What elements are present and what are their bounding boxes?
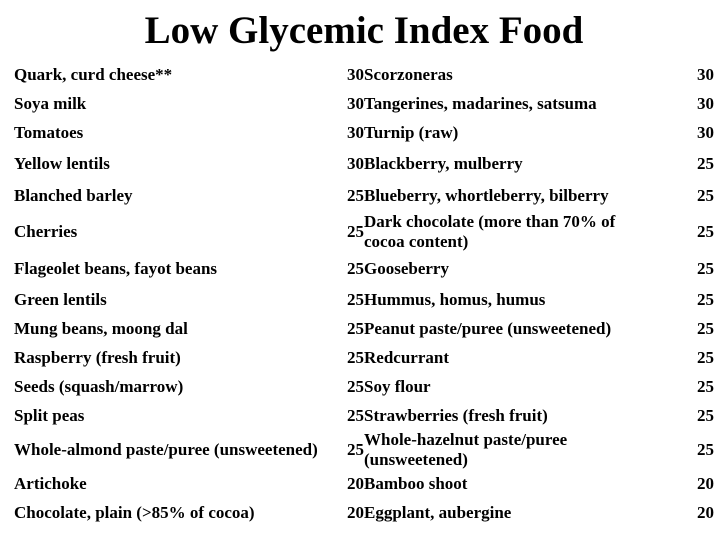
- food-name-right: Redcurrant: [364, 347, 449, 367]
- gi-food-table-body: Quark, curd cheese** 30 Scorzoneras 30 S…: [14, 60, 714, 527]
- food-name-right: Gooseberry: [364, 259, 449, 279]
- food-name-right: Whole-hazelnut paste/puree (unsweetened): [364, 430, 568, 469]
- gi-value-left: 25: [347, 185, 364, 205]
- food-name-left: Tomatoes: [14, 122, 84, 142]
- food-name-left: Cherries: [14, 221, 78, 241]
- page-title: Low Glycemic Index Food: [144, 9, 584, 52]
- gi-value-left: 30: [347, 64, 364, 84]
- table-row: Tomatoes 30 Turnip (raw) 30: [14, 118, 714, 147]
- gi-value-right: 25: [697, 289, 714, 309]
- gi-value-left: 20: [347, 473, 364, 493]
- gi-value-left: 25: [347, 347, 364, 367]
- food-name-left: Yellow lentils: [14, 154, 110, 174]
- gi-value-right: 20: [697, 473, 714, 493]
- gi-value-left: 20: [347, 502, 364, 522]
- table-row: Artichoke 20 Bamboo shoot 20: [14, 469, 714, 498]
- gi-value-right: 20: [697, 502, 714, 522]
- food-name-right: Strawberries (fresh fruit): [364, 405, 548, 425]
- food-name-right: Eggplant, aubergine: [364, 502, 512, 522]
- gi-value-right: 30: [697, 64, 714, 84]
- food-name-right: Tangerines, madarines, satsuma: [364, 93, 597, 113]
- food-name-left: Mung beans, moong dal: [14, 318, 188, 338]
- table-row: Blanched barley 25 Blueberry, whortleber…: [14, 181, 714, 210]
- gi-value-right: 25: [697, 318, 714, 338]
- gi-value-right: 25: [697, 439, 714, 459]
- gi-food-table: Quark, curd cheese** 30 Scorzoneras 30 S…: [14, 60, 714, 527]
- table-row: Soya milk 30 Tangerines, madarines, sats…: [14, 89, 714, 118]
- table-row: Seeds (squash/marrow) 25 Soy flour 25: [14, 372, 714, 401]
- gi-value-left: 30: [347, 122, 364, 142]
- gi-value-left: 25: [347, 221, 364, 241]
- gi-value-right: 25: [697, 221, 714, 241]
- food-name-left: Split peas: [14, 405, 85, 425]
- food-name-right: Bamboo shoot: [364, 473, 468, 493]
- food-name-right: Soy flour: [364, 376, 431, 396]
- table-row: Flageolet beans, fayot beans 25 Gooseber…: [14, 253, 714, 285]
- food-name-left: Whole-almond paste/puree (unsweetened): [14, 439, 318, 459]
- gi-value-right: 25: [697, 154, 714, 174]
- table-row: Cherries 25 Dark chocolate (more than 70…: [14, 210, 714, 253]
- food-name-right: Blackberry, mulberry: [364, 154, 523, 174]
- food-name-right: Hummus, homus, humus: [364, 289, 546, 309]
- food-name-right: Scorzoneras: [364, 64, 453, 84]
- gi-value-left: 30: [347, 154, 364, 174]
- gi-value-left: 25: [347, 318, 364, 338]
- food-name-left: Raspberry (fresh fruit): [14, 347, 181, 367]
- gi-value-right: 30: [697, 122, 714, 142]
- table-row: Chocolate, plain (>85% of cocoa) 20 Eggp…: [14, 498, 714, 527]
- table-row: Quark, curd cheese** 30 Scorzoneras 30: [14, 60, 714, 89]
- food-name-left: Blanched barley: [14, 185, 133, 205]
- table-row: Mung beans, moong dal 25 Peanut paste/pu…: [14, 314, 714, 343]
- food-name-left: Chocolate, plain (>85% of cocoa): [14, 502, 255, 522]
- table-row: Whole-almond paste/puree (unsweetened) 2…: [14, 430, 714, 469]
- food-name-right: Peanut paste/puree (unsweetened): [364, 318, 612, 338]
- table-row: Raspberry (fresh fruit) 25 Redcurrant 25: [14, 343, 714, 372]
- gi-value-right: 25: [697, 185, 714, 205]
- food-name-right: Dark chocolate (more than 70% of cocoa c…: [364, 211, 616, 251]
- gi-value-right: 25: [697, 405, 714, 425]
- food-name-left: Flageolet beans, fayot beans: [14, 259, 218, 279]
- gi-value-right: 30: [697, 93, 714, 113]
- food-name-left: Artichoke: [14, 473, 87, 493]
- food-name-right: Blueberry, whortleberry, bilberry: [364, 185, 609, 205]
- table-row: Yellow lentils 30 Blackberry, mulberry 2…: [14, 147, 714, 181]
- food-name-left: Seeds (squash/marrow): [14, 376, 184, 396]
- food-name-left: Quark, curd cheese**: [14, 64, 173, 84]
- food-name-left: Soya milk: [14, 93, 87, 113]
- table-row: Green lentils 25 Hummus, homus, humus 25: [14, 285, 714, 314]
- gi-value-right: 25: [697, 259, 714, 279]
- food-name-right: Turnip (raw): [364, 122, 459, 142]
- gi-value-left: 25: [347, 439, 364, 459]
- gi-value-left: 25: [347, 259, 364, 279]
- gi-value-left: 30: [347, 93, 364, 113]
- gi-value-left: 25: [347, 289, 364, 309]
- table-row: Split peas 25 Strawberries (fresh fruit)…: [14, 401, 714, 430]
- gi-value-right: 25: [697, 347, 714, 367]
- food-name-left: Green lentils: [14, 289, 107, 309]
- gi-value-right: 25: [697, 376, 714, 396]
- gi-value-left: 25: [347, 405, 364, 425]
- gi-value-left: 25: [347, 376, 364, 396]
